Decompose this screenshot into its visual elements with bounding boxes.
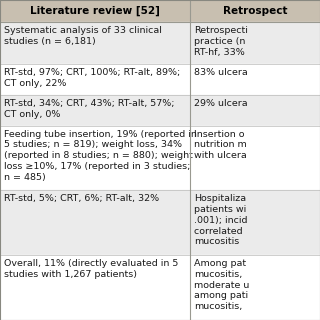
Text: Among pat
mucositis,
moderate u
among pati
mucositis,: Among pat mucositis, moderate u among pa… xyxy=(194,259,250,311)
Bar xyxy=(0,64,320,95)
Text: RT-std, 97%; CRT, 100%; RT-alt, 89%;
CT only, 22%: RT-std, 97%; CRT, 100%; RT-alt, 89%; CT … xyxy=(4,68,180,88)
Text: RT-std, 5%; CRT, 6%; RT-alt, 32%: RT-std, 5%; CRT, 6%; RT-alt, 32% xyxy=(4,195,159,204)
Bar xyxy=(0,0,320,22)
Text: Retrospecti
practice (n
RT-hf, 33%: Retrospecti practice (n RT-hf, 33% xyxy=(194,26,248,57)
Text: Literature review [52]: Literature review [52] xyxy=(30,6,160,16)
Text: Insertion o
nutrition m
with ulcera: Insertion o nutrition m with ulcera xyxy=(194,130,247,160)
Bar xyxy=(0,22,320,64)
Text: Hospitaliza
patients wi
.001); incid
correlated 
mucositis: Hospitaliza patients wi .001); incid cor… xyxy=(194,195,248,246)
Bar xyxy=(0,95,320,125)
Text: Feeding tube insertion, 19% (reported in
5 studies; n = 819); weight loss, 34%
(: Feeding tube insertion, 19% (reported in… xyxy=(4,130,197,182)
Bar xyxy=(0,255,320,320)
Text: RT-std, 34%; CRT, 43%; RT-alt, 57%;
CT only, 0%: RT-std, 34%; CRT, 43%; RT-alt, 57%; CT o… xyxy=(4,99,174,119)
Text: Overall, 11% (directly evaluated in 5
studies with 1,267 patients): Overall, 11% (directly evaluated in 5 st… xyxy=(4,259,178,279)
Bar xyxy=(0,190,320,255)
Text: 29% ulcera: 29% ulcera xyxy=(194,99,248,108)
Text: Retrospect: Retrospect xyxy=(223,6,287,16)
Text: 83% ulcera: 83% ulcera xyxy=(194,68,248,77)
Bar xyxy=(0,125,320,190)
Text: Systematic analysis of 33 clinical
studies (n = 6,181): Systematic analysis of 33 clinical studi… xyxy=(4,26,162,46)
